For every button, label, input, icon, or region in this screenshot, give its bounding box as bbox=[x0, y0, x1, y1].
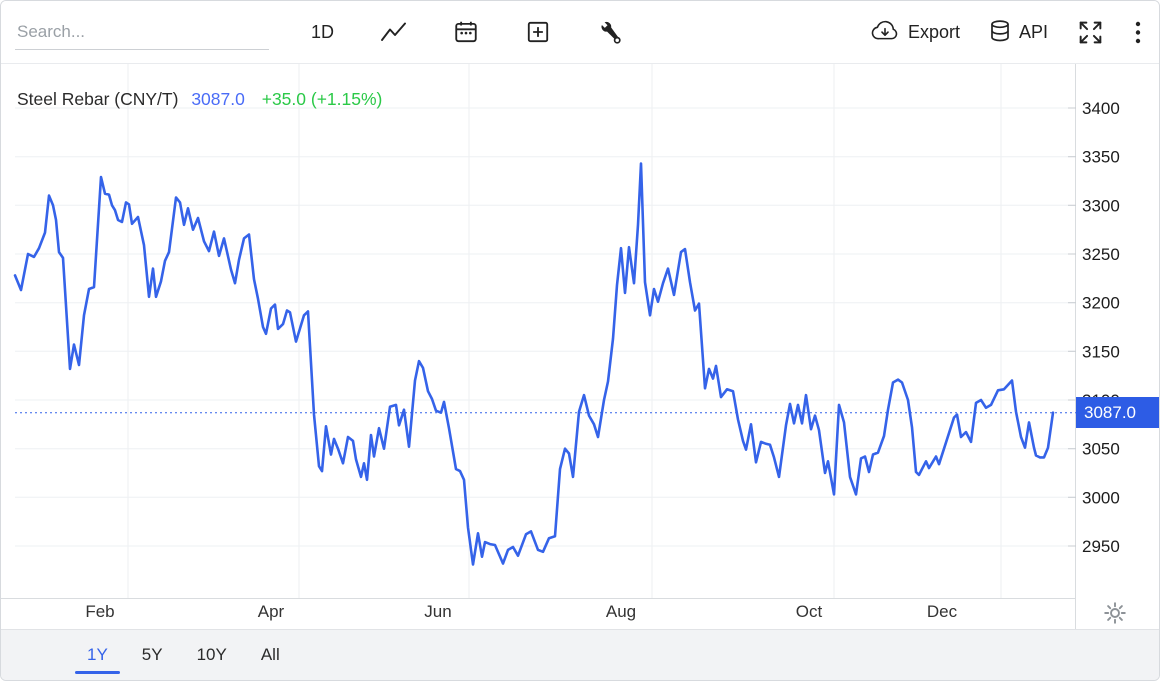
expand-icon bbox=[1076, 18, 1105, 47]
last-price: 3087.0 bbox=[191, 89, 245, 109]
kebab-menu-icon bbox=[1133, 19, 1143, 46]
chart-header: Steel Rebar (CNY/T) 3087.0 +35.0 (+1.15%… bbox=[17, 89, 382, 110]
range-tabs: 1Y 5Y 10Y All bbox=[75, 645, 280, 674]
cloud-download-icon bbox=[869, 20, 901, 45]
chart-type-button[interactable] bbox=[380, 20, 407, 44]
compare-button[interactable] bbox=[525, 19, 551, 45]
toolbar: 1D bbox=[1, 1, 1159, 64]
search-input[interactable] bbox=[15, 14, 269, 50]
y-tick-label: 3200 bbox=[1082, 294, 1120, 313]
interval-dropdown[interactable]: 1D bbox=[311, 22, 334, 43]
interval-label: 1D bbox=[311, 21, 335, 42]
x-tick-label: Jun bbox=[424, 602, 451, 621]
y-tick-label: 3050 bbox=[1082, 440, 1120, 459]
price-series-line bbox=[13, 162, 1055, 566]
calendar-icon bbox=[453, 19, 479, 45]
current-price-axis-label: 3087.0 bbox=[1076, 397, 1159, 429]
range-tab-5y[interactable]: 5Y bbox=[141, 645, 163, 664]
toolbar-left-tools: 1D bbox=[311, 19, 622, 45]
instrument-title: Steel Rebar (CNY/T) bbox=[17, 89, 179, 109]
range-selector-bar: 1Y 5Y 10Y All bbox=[1, 629, 1159, 680]
more-menu-button[interactable] bbox=[1133, 19, 1143, 46]
export-label: Export bbox=[907, 21, 960, 42]
export-button[interactable]: Export bbox=[869, 20, 960, 45]
y-tick-label: 3000 bbox=[1082, 488, 1120, 507]
tools-button[interactable] bbox=[597, 20, 622, 45]
api-button[interactable]: API bbox=[988, 19, 1048, 45]
y-tick-label: 3250 bbox=[1082, 245, 1120, 264]
line-chart-icon bbox=[380, 20, 407, 44]
x-tick-label: Apr bbox=[258, 602, 285, 621]
calendar-button[interactable] bbox=[453, 19, 479, 45]
price-change: +35.0 (+1.15%) bbox=[261, 89, 383, 109]
x-tick-label: Oct bbox=[796, 602, 823, 621]
range-tab-1y[interactable]: 1Y bbox=[75, 645, 120, 674]
plus-square-icon bbox=[525, 19, 551, 45]
range-tab-10y[interactable]: 10Y bbox=[196, 645, 227, 664]
y-tick-label: 3150 bbox=[1082, 342, 1120, 361]
y-tick-label: 2950 bbox=[1082, 537, 1120, 556]
wrench-icon bbox=[597, 20, 622, 45]
x-tick-label: Dec bbox=[927, 602, 958, 621]
y-tick-label: 3300 bbox=[1082, 196, 1120, 215]
y-tick-label: 3400 bbox=[1082, 99, 1120, 118]
fullscreen-button[interactable] bbox=[1076, 18, 1105, 47]
x-tick-label: Feb bbox=[85, 602, 114, 621]
x-tick-label: Aug bbox=[606, 602, 636, 621]
api-label: API bbox=[1018, 21, 1048, 42]
toolbar-right-tools: Export API bbox=[869, 18, 1143, 47]
axis-settings-button[interactable] bbox=[1103, 601, 1127, 630]
range-tab-all[interactable]: All bbox=[260, 645, 280, 664]
gear-icon bbox=[1103, 602, 1127, 629]
database-icon bbox=[988, 19, 1012, 45]
y-tick-label: 3350 bbox=[1082, 148, 1120, 167]
search-wrap bbox=[15, 14, 269, 50]
